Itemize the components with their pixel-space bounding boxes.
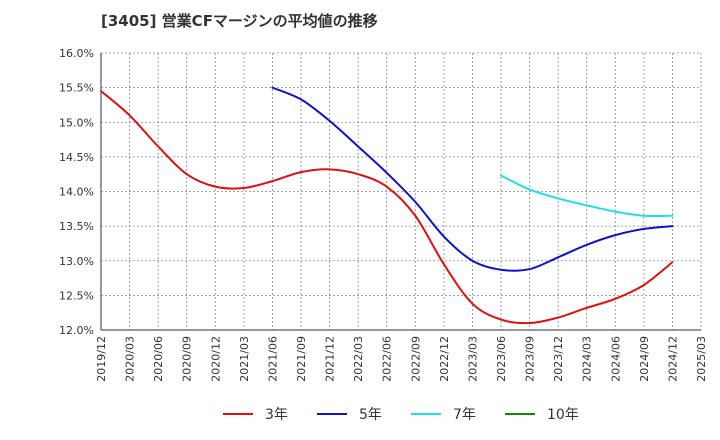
x-tick-label: 2023/03	[466, 336, 479, 382]
x-tick-label: 2021/09	[295, 336, 308, 382]
x-tick-label: 2021/12	[324, 336, 337, 382]
y-tick-label: 16.0%	[59, 47, 94, 60]
x-tick-label: 2022/09	[409, 336, 422, 382]
x-tick-label: 2020/06	[152, 336, 165, 382]
legend-label-1: 3年	[265, 407, 288, 423]
x-tick-label: 2023/06	[495, 336, 508, 382]
series-line-2	[271, 86, 674, 272]
x-tick-label: 2021/03	[238, 336, 251, 382]
chart-title: [3405] 営業CFマージンの平均値の推移	[101, 12, 378, 30]
legend-label-2: 5年	[359, 407, 382, 423]
x-tick-label: 2022/12	[438, 336, 451, 382]
x-tick-label: 2024/12	[666, 336, 679, 382]
y-tick-label: 13.5%	[59, 220, 94, 233]
x-tick-label: 2023/12	[552, 336, 565, 382]
x-tick-label: 2021/06	[266, 336, 279, 382]
y-tick-label: 12.0%	[59, 324, 94, 337]
x-tick-label: 2024/09	[638, 336, 651, 382]
y-tick-label: 14.5%	[59, 151, 94, 164]
x-tick-label: 2024/03	[581, 336, 594, 382]
y-axis-ticks: 16.0% 15.5% 15.0% 14.5% 14.0% 13.5% 13.0% 12.5%…	[59, 47, 94, 337]
x-tick-label: 2024/06	[609, 336, 622, 382]
x-tick-label: 2022/06	[381, 336, 394, 382]
legend: 3年 5年 7年 10年	[223, 407, 579, 423]
x-tick-label: 2023/09	[524, 336, 537, 382]
axes	[100, 53, 701, 331]
y-tick-label: 13.0%	[59, 255, 94, 268]
series-line-1	[100, 90, 674, 325]
x-tick-label: 2020/12	[209, 336, 222, 382]
x-axis-ticks: 2019/12 2020/03 2020/06 2020/09 2020/12 2021/…	[95, 336, 708, 382]
x-tick-label: 2022/03	[352, 336, 365, 382]
y-tick-label: 15.5%	[59, 82, 94, 95]
legend-label-4: 10年	[547, 407, 579, 423]
legend-label-3: 7年	[453, 407, 476, 423]
x-tick-label: 2020/09	[181, 336, 194, 382]
x-tick-label: 2020/03	[124, 336, 137, 382]
x-tick-label: 2025/03	[695, 336, 708, 382]
x-tick-label: 2019/12	[95, 336, 108, 382]
grid	[101, 52, 702, 330]
y-tick-label: 12.5%	[59, 289, 94, 302]
y-tick-label: 15.0%	[59, 116, 94, 129]
series-lines	[100, 86, 674, 325]
y-tick-label: 14.0%	[59, 186, 94, 199]
series-line-3	[500, 174, 674, 218]
